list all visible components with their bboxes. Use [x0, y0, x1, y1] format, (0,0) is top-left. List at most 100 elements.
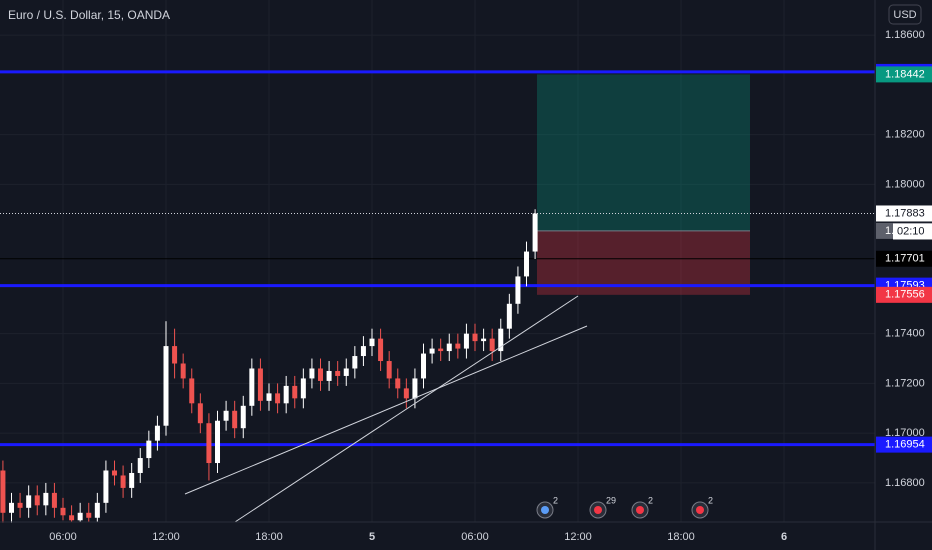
y-tick-label: 1.17200	[885, 377, 925, 389]
countdown-bg	[893, 223, 932, 240]
y-tick-label: 1.18000	[885, 178, 925, 190]
grid	[0, 0, 875, 522]
candle-body	[352, 356, 358, 369]
candle-body	[318, 368, 324, 381]
candle-body	[180, 363, 186, 379]
candle-body	[498, 328, 504, 352]
stop-tag: 1.17556	[885, 289, 925, 301]
candle-body	[386, 361, 392, 379]
x-tick-label: 12:00	[152, 531, 180, 543]
candle-body	[524, 251, 530, 277]
candle-body	[266, 393, 272, 401]
event-icon-inner	[636, 506, 644, 514]
level-tag-bg	[876, 436, 932, 453]
level-tag: 1.16954	[885, 439, 925, 451]
candle-body	[292, 385, 298, 399]
trend-line	[184, 325, 588, 495]
candle-body	[34, 495, 40, 506]
candle-body	[489, 338, 495, 352]
x-tick-label: 12:00	[564, 531, 592, 543]
candle-body	[249, 368, 255, 406]
event-icon-inner	[541, 506, 549, 514]
x-tick-label: 18:00	[255, 531, 283, 543]
candle-body	[206, 423, 212, 464]
y-tick-label: 1.17000	[885, 427, 925, 439]
y-tick-label: 1.18600	[885, 29, 925, 41]
candle-body	[232, 410, 238, 429]
candle-body	[360, 346, 366, 357]
crosshair-tag: 1.17701	[885, 253, 925, 265]
candle-body	[446, 343, 452, 352]
plot	[0, 70, 875, 523]
axes: 1.18600 1.18200 1.18000 1.17400 1.17200 1.170…	[49, 29, 932, 543]
event-icon-inner	[696, 506, 704, 514]
candle-body	[472, 333, 478, 342]
crosshair-tag-bg	[876, 250, 932, 267]
candle-body	[197, 403, 203, 424]
countdown: 02:10	[897, 225, 925, 237]
event-count: 29	[606, 495, 616, 505]
trend-line	[234, 295, 579, 523]
stop-tag-bg	[876, 286, 932, 303]
candle-body	[189, 378, 195, 404]
event-count: 2	[553, 495, 558, 505]
x-tick-label: 06:00	[461, 531, 489, 543]
target-zone	[537, 74, 750, 231]
candle-body	[395, 378, 401, 389]
candle-body	[429, 348, 435, 354]
chart-title: Euro / U.S. Dollar, 15, OANDA	[8, 8, 170, 22]
candle-body	[137, 458, 143, 473]
candle-body	[421, 353, 427, 379]
candle-body	[163, 346, 169, 426]
candle-body	[0, 470, 6, 513]
candle-body	[300, 378, 306, 399]
currency[interactable]: USD	[893, 9, 916, 21]
candle-body	[86, 512, 92, 518]
candle-body	[9, 502, 15, 513]
x-tick-label: 06:00	[49, 531, 77, 543]
candle-body	[412, 378, 418, 399]
currency-button[interactable]	[888, 4, 922, 25]
candle-body	[51, 492, 57, 508]
event-count: 2	[648, 495, 653, 505]
candle-body	[532, 213, 538, 252]
candle-body	[378, 338, 384, 362]
candle-body	[43, 492, 49, 506]
last-price-tag: 1.17883	[885, 207, 925, 219]
target-tag-bg	[876, 66, 932, 83]
candle-body	[335, 370, 341, 376]
x-tick-label: 6	[781, 531, 787, 543]
candle-body	[17, 502, 23, 508]
candle-body	[26, 495, 32, 508]
candle-body	[326, 370, 332, 381]
candle-body	[60, 507, 66, 516]
event-count: 2	[708, 495, 713, 505]
candle-body	[69, 515, 75, 521]
candle-body	[455, 343, 461, 349]
candle-body	[506, 303, 512, 329]
events: 2 29 2 2	[536, 495, 713, 519]
candle-body	[154, 425, 160, 441]
candle-body	[369, 338, 375, 347]
candle-body	[463, 333, 469, 349]
target-tag: 1.18442	[885, 68, 925, 80]
candle-body	[215, 420, 221, 464]
candle-body	[172, 346, 178, 364]
candle-body	[223, 410, 229, 421]
candle-body	[275, 393, 281, 404]
candle-body	[146, 440, 152, 459]
candle-body	[283, 385, 289, 404]
candle-body	[240, 405, 246, 429]
candle-body	[515, 276, 521, 304]
candle-body	[257, 368, 263, 401]
candle-body	[94, 502, 100, 518]
candle-body	[77, 512, 83, 521]
y-tick-label: 1.18200	[885, 129, 925, 141]
last-price-tag-bg	[876, 205, 932, 222]
y-tick-label: 1.16800	[885, 477, 925, 489]
candle-body	[120, 475, 126, 488]
candle-body	[112, 470, 118, 476]
candle-body	[309, 368, 315, 379]
